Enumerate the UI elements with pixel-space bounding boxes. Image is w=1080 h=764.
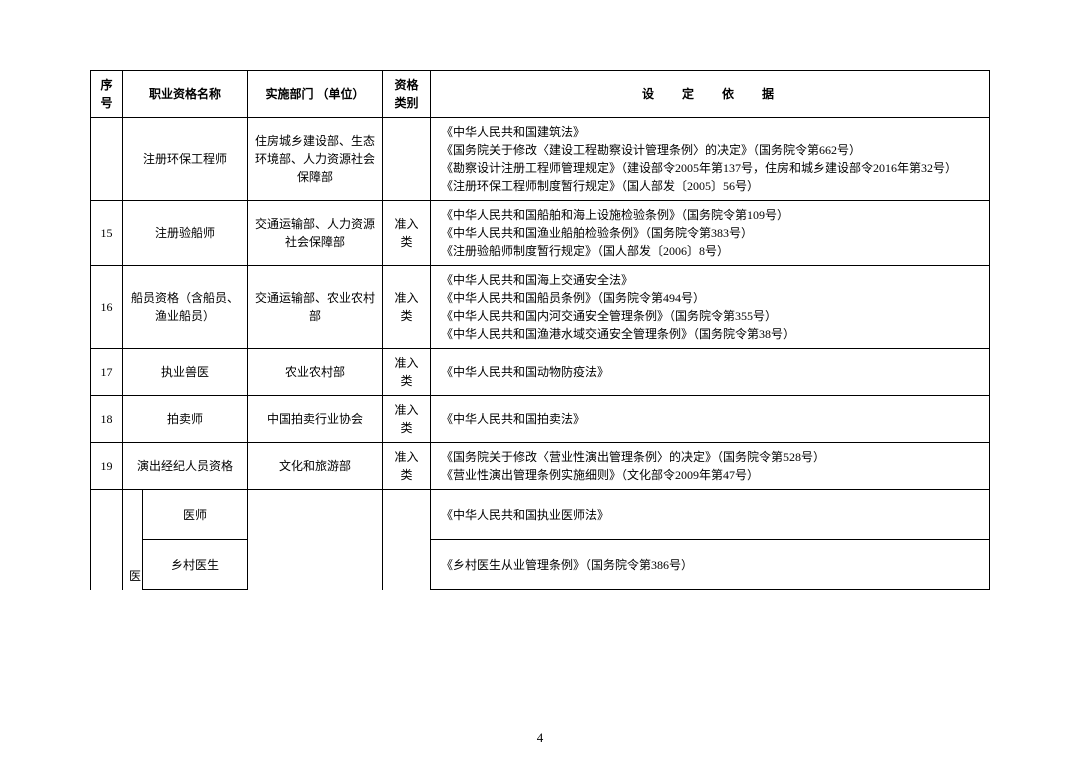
- header-seq: 序号: [91, 71, 123, 118]
- cell-dept: 交通运输部、农业农村部: [248, 266, 383, 349]
- cell-dept: 交通运输部、人力资源社会保障部: [248, 201, 383, 266]
- cell-dept: 文化和旅游部: [248, 443, 383, 490]
- cell-name: 乡村医生: [143, 540, 248, 590]
- table-row: 医医师《中华人民共和国执业医师法》: [91, 490, 990, 540]
- cell-basis: 《中华人民共和国执业医师法》: [431, 490, 990, 540]
- cell-cat: 准入类: [383, 201, 431, 266]
- table-row: 16船员资格（含船员、渔业船员）交通运输部、农业农村部准入类《中华人民共和国海上…: [91, 266, 990, 349]
- cell-cat: 准入类: [383, 266, 431, 349]
- cell-basis: 《中华人民共和国动物防疫法》: [431, 349, 990, 396]
- cell-basis: 《国务院关于修改〈营业性演出管理条例〉的决定》（国务院令第528号） 《营业性演…: [431, 443, 990, 490]
- table-row: 注册环保工程师住房城乡建设部、生态环境部、人力资源社会保障部《中华人民共和国建筑…: [91, 118, 990, 201]
- header-cat: 资格 类别: [383, 71, 431, 118]
- document-page: 序号 职业资格名称 实施部门 （单位） 资格 类别 设 定 依 据 注册环保工程…: [0, 0, 1080, 746]
- cell-basis: 《中华人民共和国海上交通安全法》 《中华人民共和国船员条例》（国务院令第494号…: [431, 266, 990, 349]
- cell-basis: 《乡村医生从业管理条例》（国务院令第386号）: [431, 540, 990, 590]
- header-dept: 实施部门 （单位）: [248, 71, 383, 118]
- qualifications-table: 序号 职业资格名称 实施部门 （单位） 资格 类别 设 定 依 据 注册环保工程…: [90, 70, 990, 590]
- table-body: 注册环保工程师住房城乡建设部、生态环境部、人力资源社会保障部《中华人民共和国建筑…: [91, 118, 990, 590]
- cell-name: 注册环保工程师: [123, 118, 248, 201]
- header-name: 职业资格名称: [123, 71, 248, 118]
- cell-cat: 准入类: [383, 349, 431, 396]
- cell-basis: 《中华人民共和国拍卖法》: [431, 396, 990, 443]
- cell-cat: [383, 118, 431, 201]
- cell-seq: [91, 118, 123, 201]
- table-header: 序号 职业资格名称 实施部门 （单位） 资格 类别 设 定 依 据: [91, 71, 990, 118]
- cell-seq: [91, 490, 123, 590]
- cell-cat: [383, 490, 431, 590]
- cell-seq: 17: [91, 349, 123, 396]
- table-row: 18拍卖师中国拍卖行业协会准入类《中华人民共和国拍卖法》: [91, 396, 990, 443]
- cell-seq: 18: [91, 396, 123, 443]
- cell-seq: 19: [91, 443, 123, 490]
- page-number: 4: [90, 730, 990, 746]
- cell-cat: 准入类: [383, 396, 431, 443]
- cell-seq: 16: [91, 266, 123, 349]
- cell-dept: 中国拍卖行业协会: [248, 396, 383, 443]
- table-row: 15注册验船师交通运输部、人力资源社会保障部准入类《中华人民共和国船舶和海上设施…: [91, 201, 990, 266]
- cell-group-label: 医: [123, 490, 143, 590]
- cell-dept: 农业农村部: [248, 349, 383, 396]
- cell-name: 注册验船师: [123, 201, 248, 266]
- cell-dept: 住房城乡建设部、生态环境部、人力资源社会保障部: [248, 118, 383, 201]
- cell-name: 医师: [143, 490, 248, 540]
- cell-cat: 准入类: [383, 443, 431, 490]
- cell-basis: 《中华人民共和国船舶和海上设施检验条例》（国务院令第109号） 《中华人民共和国…: [431, 201, 990, 266]
- table-row: 17执业兽医农业农村部准入类《中华人民共和国动物防疫法》: [91, 349, 990, 396]
- cell-name: 船员资格（含船员、渔业船员）: [123, 266, 248, 349]
- header-basis: 设 定 依 据: [431, 71, 990, 118]
- cell-basis: 《中华人民共和国建筑法》 《国务院关于修改〈建设工程勘察设计管理条例〉的决定》（…: [431, 118, 990, 201]
- cell-name: 执业兽医: [123, 349, 248, 396]
- table-row: 乡村医生 《乡村医生从业管理条例》（国务院令第386号）: [91, 540, 990, 590]
- cell-name: 演出经纪人员资格: [123, 443, 248, 490]
- cell-name: 拍卖师: [123, 396, 248, 443]
- cell-dept: [248, 490, 383, 590]
- table-row: 19演出经纪人员资格文化和旅游部准入类《国务院关于修改〈营业性演出管理条例〉的决…: [91, 443, 990, 490]
- cell-seq: 15: [91, 201, 123, 266]
